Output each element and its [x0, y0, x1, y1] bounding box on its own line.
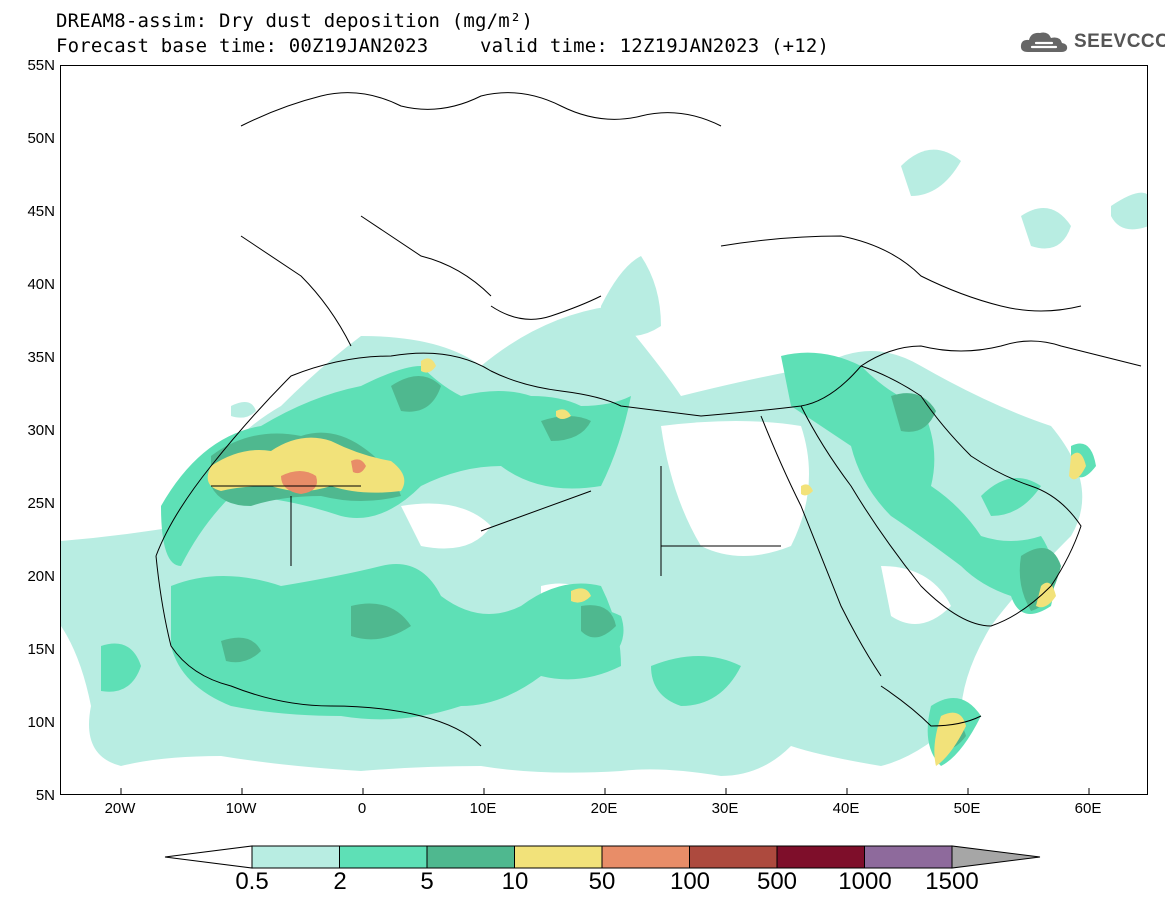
lat-label: 40N [27, 276, 55, 293]
lat-label: 30N [27, 422, 55, 439]
legend-level-label: 10 [501, 868, 529, 895]
colorbar-low-triangle [164, 845, 253, 869]
forecast-base-time: Forecast base time: 00Z19JAN2023 [56, 35, 429, 57]
colorbar [164, 845, 1041, 869]
legend-level-label: 50 [588, 868, 616, 895]
colorbar-segment [776, 845, 865, 869]
lat-label: 15N [27, 641, 55, 658]
seevccc-logo: SEEVCCC [1018, 28, 1165, 56]
colorbar-segment [514, 845, 603, 869]
lat-label: 20N [27, 568, 55, 585]
lat-label: 55N [27, 57, 55, 74]
colorbar-segment [339, 845, 428, 869]
lon-label: 50E [953, 800, 981, 817]
valid-time: valid time: 12Z19JAN2023 (+12) [480, 35, 830, 57]
cloud-logo-icon [1020, 32, 1068, 52]
legend-level-label: 1500 [925, 868, 979, 895]
lat-label: 5N [35, 787, 55, 804]
colorbar-segments [164, 845, 1041, 869]
colorbar-high-triangle [951, 845, 1041, 869]
colorbar-segment [426, 845, 515, 869]
lon-label: 10E [469, 800, 497, 817]
level-50-100-contours [281, 459, 366, 494]
lon-label: 60E [1074, 800, 1102, 817]
lon-label: 20E [590, 800, 618, 817]
map-title: DREAM8-assim: Dry dust deposition (mg/m²… [56, 10, 534, 32]
colorbar-segment [689, 845, 778, 869]
colorbar-segment [864, 845, 953, 869]
lat-label: 10N [27, 714, 55, 731]
colorbar-segment [251, 845, 340, 869]
lon-label: 30E [711, 800, 739, 817]
legend-level-label: 5 [420, 868, 434, 895]
lon-label: 20W [104, 800, 136, 817]
legend-level-label: 2 [333, 868, 347, 895]
level-2-5-contours [101, 352, 1096, 766]
legend-level-label: 500 [756, 868, 798, 895]
lon-label: 0 [357, 800, 367, 817]
axis-ticks [120, 788, 1090, 794]
logo-text: SEEVCCC [1074, 31, 1165, 52]
lat-label: 35N [27, 349, 55, 366]
legend-level-label: 1000 [838, 868, 892, 895]
lat-label: 25N [27, 495, 55, 512]
lat-label: 45N [27, 203, 55, 220]
below-threshold-areas [401, 421, 1061, 668]
coastlines-and-borders [155, 92, 1142, 747]
lon-label: 40E [832, 800, 860, 817]
legend-level-label: 100 [669, 868, 711, 895]
colorbar-segment [601, 845, 690, 869]
legend-level-label: 0.5 [235, 868, 269, 895]
lon-label: 10W [225, 800, 257, 817]
dust-deposition-map [61, 92, 1147, 794]
map-frame [60, 65, 1148, 795]
lat-label: 50N [27, 130, 55, 147]
